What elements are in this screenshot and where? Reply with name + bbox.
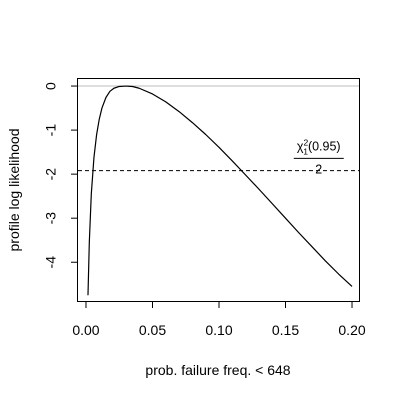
x-axis-title: prob. failure freq. < 648 xyxy=(145,362,290,378)
x-axis: 0.00 0.05 0.10 0.15 0.20 xyxy=(72,301,366,338)
plot-frame xyxy=(77,78,360,302)
annotation-denominator: 2 xyxy=(315,162,322,176)
annotation-numerator: χ2 1(0.95) xyxy=(297,137,341,156)
x-tick-label: 0.00 xyxy=(72,322,99,338)
annotation-argument: (0.95) xyxy=(308,139,341,153)
x-tick-label: 0.05 xyxy=(139,322,166,338)
chi-square-annotation: χ2 1(0.95) 2 xyxy=(293,137,344,176)
y-tick-label: -2 xyxy=(43,168,59,181)
x-tick-label: 0.10 xyxy=(205,322,232,338)
x-tick-label: 0.20 xyxy=(338,322,365,338)
y-tick-label: -4 xyxy=(43,256,59,269)
y-axis: 0 -1 -2 -3 -4 xyxy=(43,82,78,269)
x-tick-label: 0.15 xyxy=(272,322,299,338)
y-tick-label: 0 xyxy=(43,82,59,90)
annotation-chi-symbol: χ xyxy=(297,139,304,153)
likelihood-curve xyxy=(87,85,353,296)
annotation-superscript: 2 xyxy=(303,137,308,147)
y-tick-label: -1 xyxy=(43,124,59,137)
y-tick-label: -3 xyxy=(43,212,59,225)
annotation-subscript: 1 xyxy=(303,146,308,156)
y-axis-title: profile log likelihood xyxy=(6,129,22,252)
